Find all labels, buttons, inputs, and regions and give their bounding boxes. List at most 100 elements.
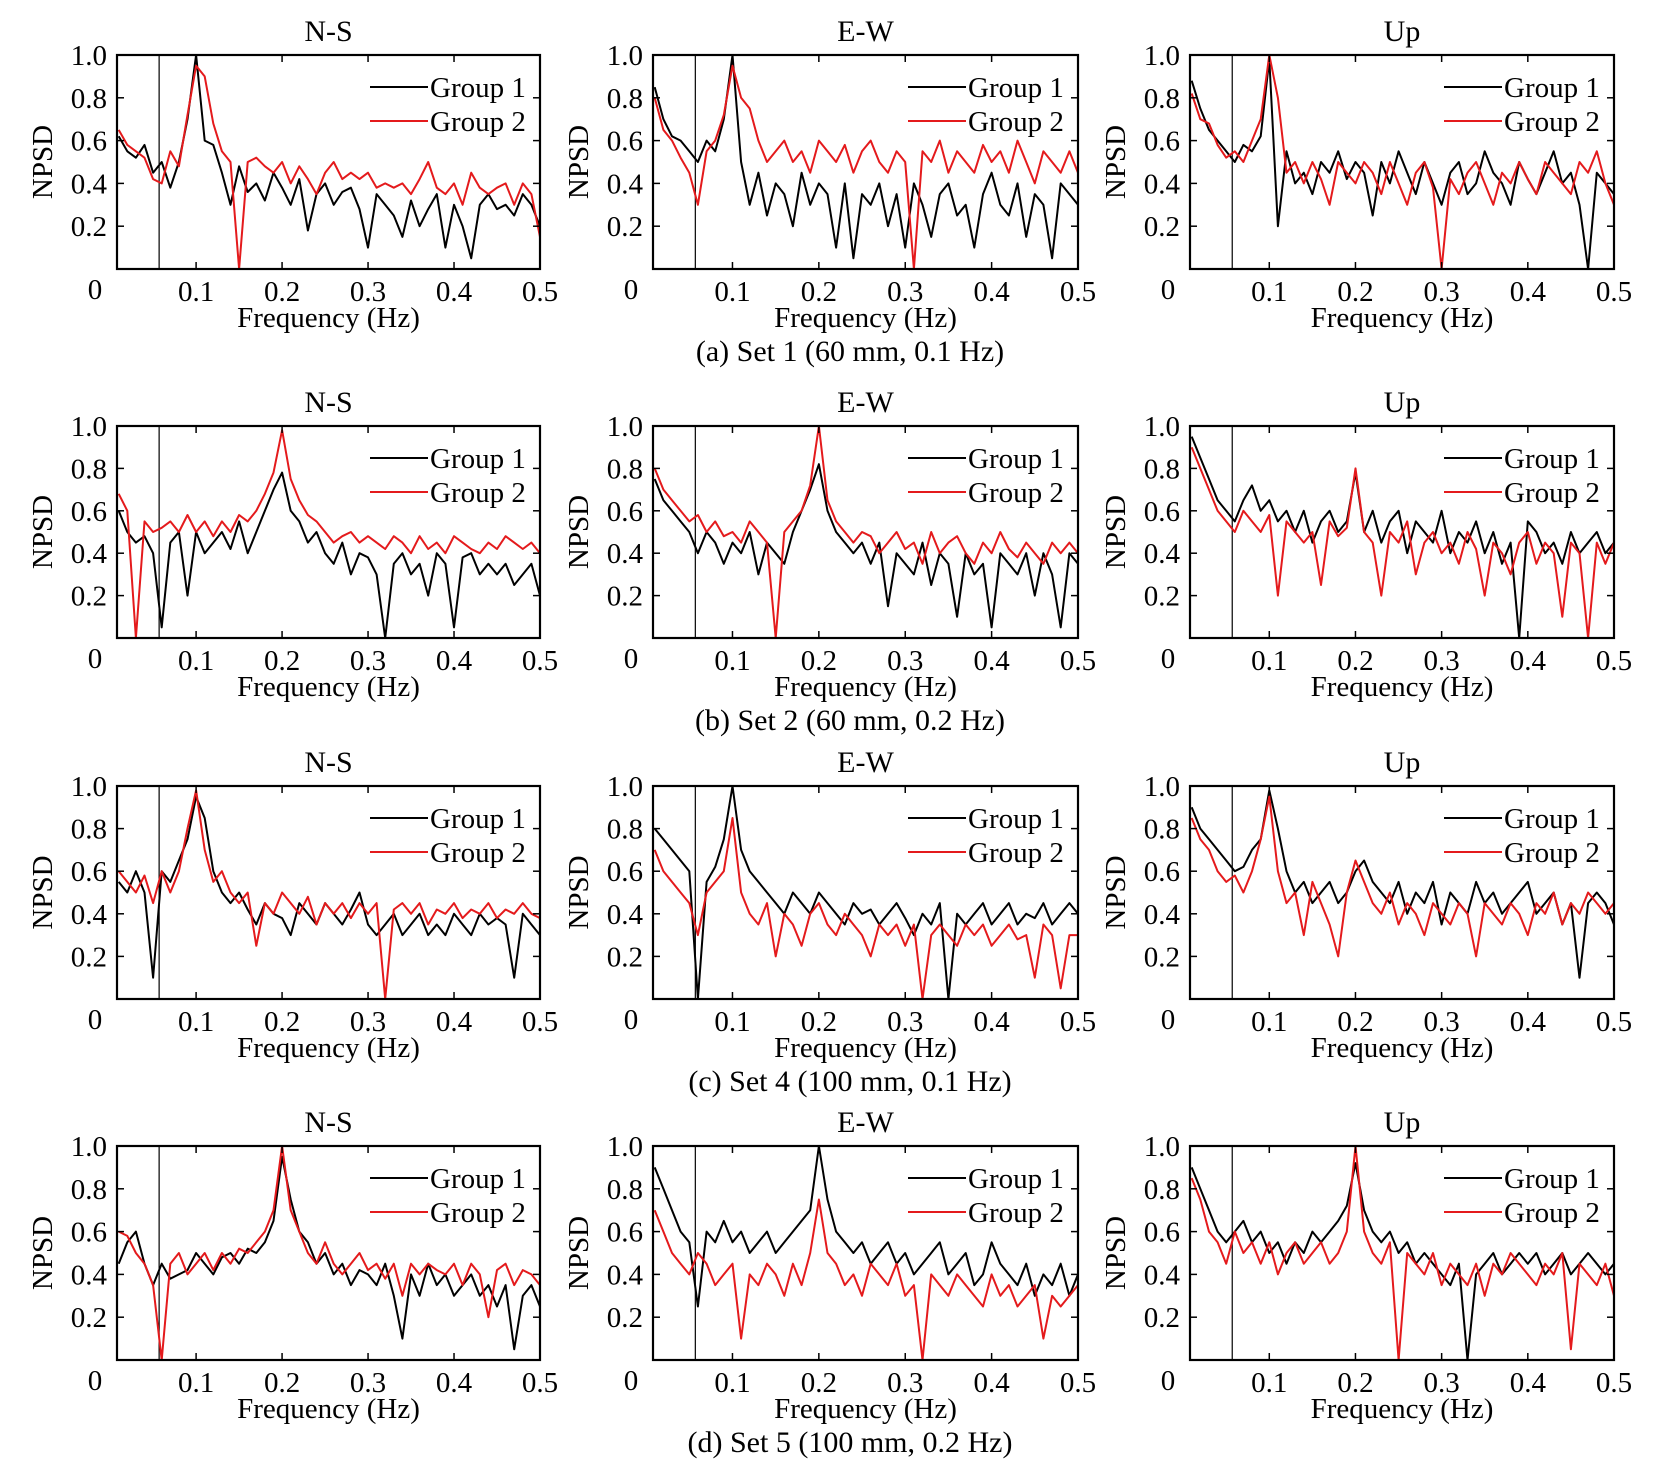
- x-tick-label: 0.2: [1337, 276, 1373, 308]
- x-tick-label: 0.2: [1337, 1006, 1373, 1038]
- y-tick-label: 0.4: [607, 1259, 644, 1291]
- y-tick-label: 0.4: [607, 538, 644, 570]
- x-tick-label: 0.3: [887, 1006, 923, 1038]
- subplot-title: N-S: [304, 15, 352, 48]
- x-tick-label: 0.4: [1510, 645, 1547, 677]
- x-tick-label: 0.1: [1251, 645, 1287, 677]
- plot-frame: [651, 784, 1080, 1001]
- x-tick-label: 0.4: [1510, 1006, 1547, 1038]
- origin-tick-label: 0: [624, 1004, 639, 1036]
- series-line-group-2: [118, 1145, 541, 1361]
- y-tick-label: 0.8: [71, 814, 107, 846]
- plot-frame: [115, 53, 542, 271]
- series-line-group-2: [653, 1198, 1079, 1361]
- y-tick-label: 0.6: [71, 856, 107, 888]
- y-axis-label: NPSD: [27, 125, 59, 199]
- x-tick-label: 0.2: [801, 276, 837, 308]
- y-tick-label: 0.6: [71, 1217, 107, 1249]
- y-tick-label: 0.6: [607, 1217, 643, 1249]
- x-axis-label: Frequency (Hz): [1311, 1393, 1494, 1425]
- x-tick-label: 0.3: [1424, 276, 1460, 308]
- y-tick-label: 0.2: [1144, 581, 1180, 613]
- y-tick-label: 0.8: [71, 83, 107, 115]
- y-axis-label: NPSD: [563, 855, 595, 929]
- x-tick-label: 0.1: [714, 1367, 750, 1399]
- x-tick-label: 0.4: [436, 276, 473, 308]
- legend-label-group-1: Group 1: [430, 803, 526, 835]
- x-tick-label: 0.5: [1596, 645, 1632, 677]
- y-tick-label: 0.6: [71, 496, 107, 528]
- subplot-title: E-W: [837, 15, 894, 48]
- x-axis-label: Frequency (Hz): [237, 302, 420, 334]
- origin-tick-label: 0: [88, 1004, 103, 1036]
- x-tick-label: 0.4: [973, 1367, 1010, 1399]
- origin-tick-label: 0: [88, 274, 103, 306]
- legend-label-group-2: Group 2: [430, 1197, 526, 1229]
- series-line-group-2: [1190, 54, 1615, 270]
- y-tick-label: 1.0: [1144, 40, 1180, 72]
- subplot-title: N-S: [304, 386, 352, 419]
- y-tick-label: 0.2: [607, 581, 643, 613]
- x-tick-label: 0.1: [178, 1367, 214, 1399]
- y-tick-label: 1.0: [607, 40, 643, 72]
- x-tick-label: 0.5: [1060, 276, 1096, 308]
- y-tick-label: 0.2: [607, 1302, 643, 1334]
- legend-label-group-1: Group 1: [430, 1163, 526, 1195]
- y-tick-label: 1.0: [607, 411, 643, 443]
- legend-label-group-2: Group 2: [968, 106, 1064, 138]
- y-tick-label: 1.0: [607, 771, 643, 803]
- x-tick-label: 0.1: [178, 276, 214, 308]
- subplot-r3-c3: Up 0.2 0.4 0.6 0.8 1.0 0 0.1 0.2 0.3 0.4 0.5 Frequen…: [1100, 746, 1632, 1064]
- y-axis-label: NPSD: [563, 495, 595, 569]
- y-tick-label: 0.6: [1144, 126, 1180, 158]
- legend-label-group-1: Group 1: [1504, 1163, 1600, 1195]
- x-tick-label: 0.2: [264, 1367, 300, 1399]
- origin-tick-label: 0: [88, 643, 103, 675]
- plot-frame: [651, 424, 1080, 640]
- subplot-title: E-W: [837, 386, 894, 419]
- y-tick-label: 0.8: [1144, 453, 1180, 485]
- x-tick-label: 0.4: [1510, 1367, 1547, 1399]
- subplot-r4-c3: Up 0.2 0.4 0.6 0.8 1.0 0 0.1 0.2 0.3 0.4 0.5 Frequen…: [1100, 1106, 1632, 1425]
- legend-label-group-2: Group 2: [968, 837, 1064, 869]
- y-tick-label: 0.4: [1144, 899, 1181, 931]
- series-line-group-1: [1190, 58, 1615, 270]
- y-tick-label: 1.0: [71, 411, 107, 443]
- x-tick-label: 0.1: [1251, 1367, 1287, 1399]
- y-axis-label: NPSD: [27, 1216, 59, 1290]
- legend-label-group-1: Group 1: [968, 803, 1064, 835]
- y-tick-label: 1.0: [1144, 771, 1180, 803]
- x-tick-label: 0.4: [973, 645, 1010, 677]
- x-tick-label: 0.3: [350, 1367, 386, 1399]
- origin-tick-label: 0: [1161, 643, 1176, 675]
- x-tick-label: 0.2: [801, 645, 837, 677]
- subplot-title: Up: [1384, 746, 1421, 779]
- plot-frame: [1188, 424, 1616, 640]
- y-tick-label: 0.2: [1144, 211, 1180, 243]
- x-axis-label: Frequency (Hz): [774, 671, 957, 703]
- subplot-title: N-S: [304, 746, 352, 779]
- y-tick-label: 0.4: [1144, 168, 1181, 200]
- legend-label-group-2: Group 2: [1504, 106, 1600, 138]
- y-tick-label: 0.8: [607, 83, 643, 115]
- y-tick-label: 1.0: [607, 1131, 643, 1163]
- x-axis-label: Frequency (Hz): [1311, 1032, 1494, 1064]
- subplot-title: Up: [1384, 15, 1421, 48]
- y-tick-label: 0.4: [607, 168, 644, 200]
- plot-frame: [115, 784, 542, 1001]
- row-caption: (a) Set 1 (60 mm, 0.1 Hz): [696, 335, 1004, 368]
- x-tick-label: 0.3: [1424, 645, 1460, 677]
- x-tick-label: 0.5: [1060, 645, 1096, 677]
- y-axis-label: NPSD: [27, 495, 59, 569]
- origin-tick-label: 0: [88, 1365, 103, 1397]
- subplot-r1-c1: N-S 0.2 0.4 0.6 0.8 1.0 0 0.1 0.2 0.3 0.4 0.5 Freque…: [27, 15, 558, 334]
- series-line-group-1: [653, 785, 1079, 1000]
- x-tick-label: 0.3: [1424, 1006, 1460, 1038]
- origin-tick-label: 0: [624, 1365, 639, 1397]
- y-tick-label: 0.8: [1144, 83, 1180, 115]
- x-tick-label: 0.3: [1424, 1367, 1460, 1399]
- subplot-r2-c2: E-W 0.2 0.4 0.6 0.8 1.0 0 0.1 0.2 0.3 0.4 0.5 Freque…: [563, 386, 1096, 703]
- series-line-group-1: [117, 471, 541, 639]
- origin-tick-label: 0: [1161, 1365, 1176, 1397]
- origin-tick-label: 0: [1161, 274, 1176, 306]
